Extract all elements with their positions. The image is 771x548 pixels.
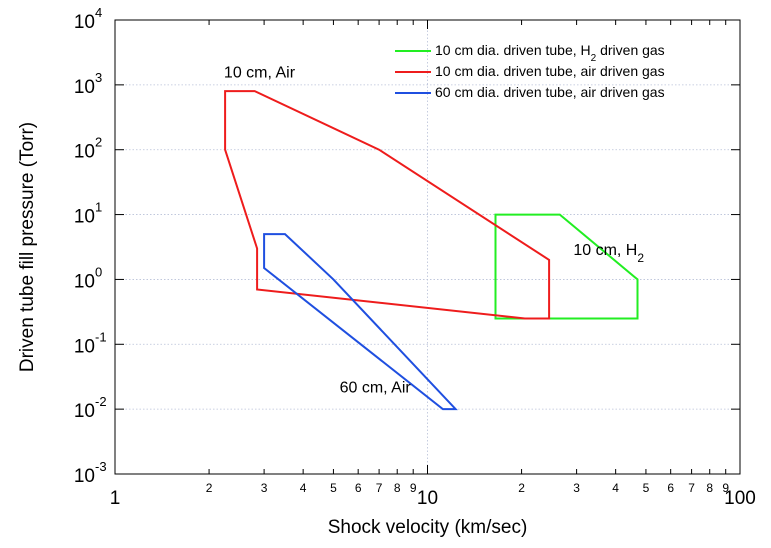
x-minor-tick-label: 2 bbox=[518, 481, 525, 495]
y-tick-exponent: -1 bbox=[95, 329, 107, 344]
y-tick-exponent: 0 bbox=[95, 264, 102, 279]
y-tick-exponent: -3 bbox=[95, 459, 107, 474]
y-tick-exponent: 1 bbox=[95, 200, 102, 215]
y-tick-exponent: 2 bbox=[95, 135, 102, 150]
y-tick-exponent: 4 bbox=[95, 5, 102, 20]
annotation-label: 60 cm, Air bbox=[340, 380, 412, 397]
legend-entry: 60 cm dia. driven tube, air driven gas bbox=[435, 84, 665, 100]
x-minor-tick-label: 7 bbox=[376, 481, 383, 495]
x-minor-tick-label: 5 bbox=[330, 481, 337, 495]
x-tick-label: 10 bbox=[417, 488, 438, 509]
x-tick-label: 100 bbox=[724, 488, 756, 509]
y-tick-label: 10 bbox=[74, 142, 95, 163]
annotation-label: 10 cm, Air bbox=[224, 64, 296, 81]
y-tick-label: 10 bbox=[74, 77, 95, 98]
x-minor-tick-label: 4 bbox=[612, 481, 619, 495]
legend-entry: 10 cm dia. driven tube, H2 driven gas bbox=[435, 42, 665, 64]
x-axis-label: Shock velocity (km/sec) bbox=[328, 517, 528, 538]
annotations: 10 cm, Air 60 cm, Air 10 cm, H2 bbox=[224, 64, 644, 396]
legend-entry: 10 cm dia. driven tube, air driven gas bbox=[435, 63, 665, 79]
y-axis-label: Driven tube fill pressure (Torr) bbox=[17, 122, 38, 372]
x-minor-tick-label: 3 bbox=[261, 481, 268, 495]
y-tick-label: 10 bbox=[74, 12, 95, 33]
x-minor-tick-label: 6 bbox=[667, 481, 674, 495]
y-tick-exponent: -2 bbox=[95, 394, 107, 409]
x-minor-tick-label: 6 bbox=[355, 481, 362, 495]
x-tick-label: 1 bbox=[110, 488, 121, 509]
y-tick-label: 10 bbox=[74, 336, 95, 357]
legend: 10 cm dia. driven tube, H2 driven gas10 … bbox=[395, 42, 665, 100]
x-minor-tick-label: 9 bbox=[410, 481, 417, 495]
y-tick-label: 10 bbox=[74, 401, 95, 422]
series-group bbox=[224, 90, 639, 411]
x-minor-tick-label: 7 bbox=[688, 481, 695, 495]
x-minor-tick-label: 5 bbox=[643, 481, 650, 495]
x-minor-tick-label: 9 bbox=[722, 481, 729, 495]
y-tick-label: 10 bbox=[74, 466, 95, 487]
x-minor-tick-label: 2 bbox=[206, 481, 213, 495]
x-minor-tick-label: 8 bbox=[394, 481, 401, 495]
x-minor-tick-label: 4 bbox=[300, 481, 307, 495]
grid bbox=[115, 20, 740, 474]
y-tick-exponent: 3 bbox=[95, 70, 102, 85]
y-tick-label: 10 bbox=[74, 271, 95, 292]
annotation-label: 10 cm, H2 bbox=[573, 242, 644, 265]
series-outline-3 bbox=[263, 233, 458, 411]
x-minor-tick-label: 3 bbox=[573, 481, 580, 495]
series-outline-1 bbox=[494, 213, 639, 320]
series-outline-2 bbox=[224, 90, 551, 320]
x-minor-tick-label: 8 bbox=[706, 481, 713, 495]
y-tick-label: 10 bbox=[74, 207, 95, 228]
